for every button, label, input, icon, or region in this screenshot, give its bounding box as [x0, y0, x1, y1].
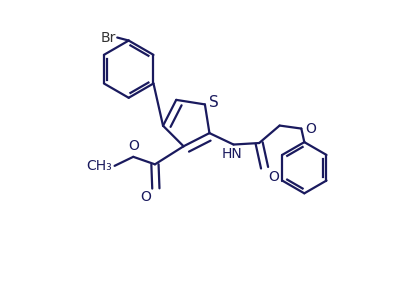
Text: O: O	[128, 139, 139, 153]
Text: O: O	[305, 122, 316, 136]
Text: CH₃: CH₃	[86, 159, 112, 173]
Text: Br: Br	[100, 30, 116, 44]
Text: O: O	[140, 190, 151, 204]
Text: HN: HN	[222, 147, 242, 161]
Text: O: O	[268, 170, 279, 184]
Text: S: S	[209, 95, 219, 110]
